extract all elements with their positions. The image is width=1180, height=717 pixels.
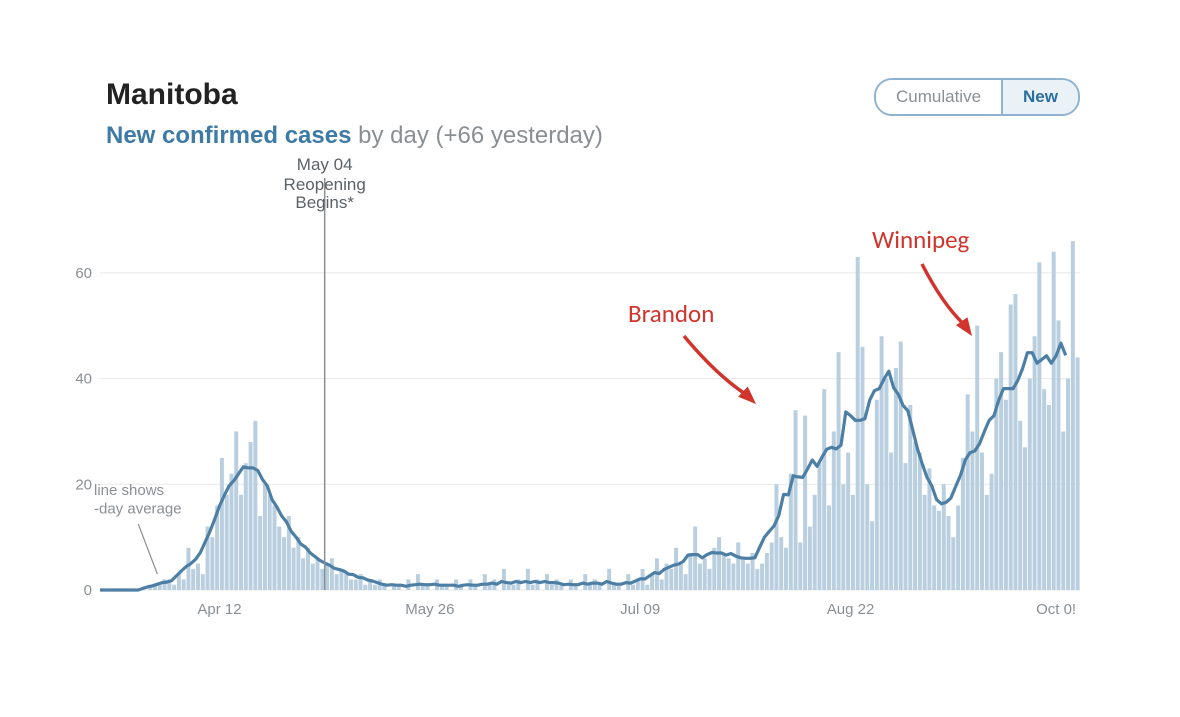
chart-bars (148, 241, 1079, 590)
toggle-cumulative[interactable]: Cumulative (876, 80, 1001, 114)
svg-text:line shows: line shows (94, 482, 164, 499)
svg-text:May 04: May 04 (297, 155, 353, 174)
svg-text:Aug 22: Aug 22 (827, 601, 875, 618)
svg-text:60: 60 (75, 265, 92, 282)
y-axis-labels: 0 20 40 60 (75, 265, 92, 599)
view-toggle[interactable]: Cumulative New (874, 78, 1080, 116)
svg-text:Apr 12: Apr 12 (197, 601, 241, 618)
reopening-marker: May 04ReopeningBegins* (284, 155, 366, 590)
svg-text:Oct 0!: Oct 0! (1036, 601, 1076, 618)
svg-text:-day average: -day average (94, 500, 182, 517)
x-axis-labels: Apr 12 May 26 Jul 09 Aug 22 Oct 0! (197, 601, 1076, 618)
svg-text:20: 20 (75, 476, 92, 493)
svg-text:40: 40 (75, 371, 92, 388)
toggle-new[interactable]: New (1001, 80, 1078, 114)
svg-text:Begins*: Begins* (295, 193, 354, 212)
cases-chart: May 04ReopeningBegins* line shows-day av… (100, 220, 1080, 590)
svg-text:0: 0 (84, 582, 92, 599)
chart-subtitle: New confirmed cases by day (+66 yesterda… (106, 122, 603, 150)
average-note: line shows-day average (94, 482, 182, 574)
svg-text:May 26: May 26 (405, 601, 454, 618)
subtitle-rest: by day (+66 yesterday) (351, 122, 602, 149)
svg-text:Jul 09: Jul 09 (620, 601, 660, 618)
subtitle-metric: New confirmed cases (106, 122, 351, 149)
page-title: Manitoba (106, 78, 238, 112)
svg-text:Reopening: Reopening (284, 175, 366, 194)
